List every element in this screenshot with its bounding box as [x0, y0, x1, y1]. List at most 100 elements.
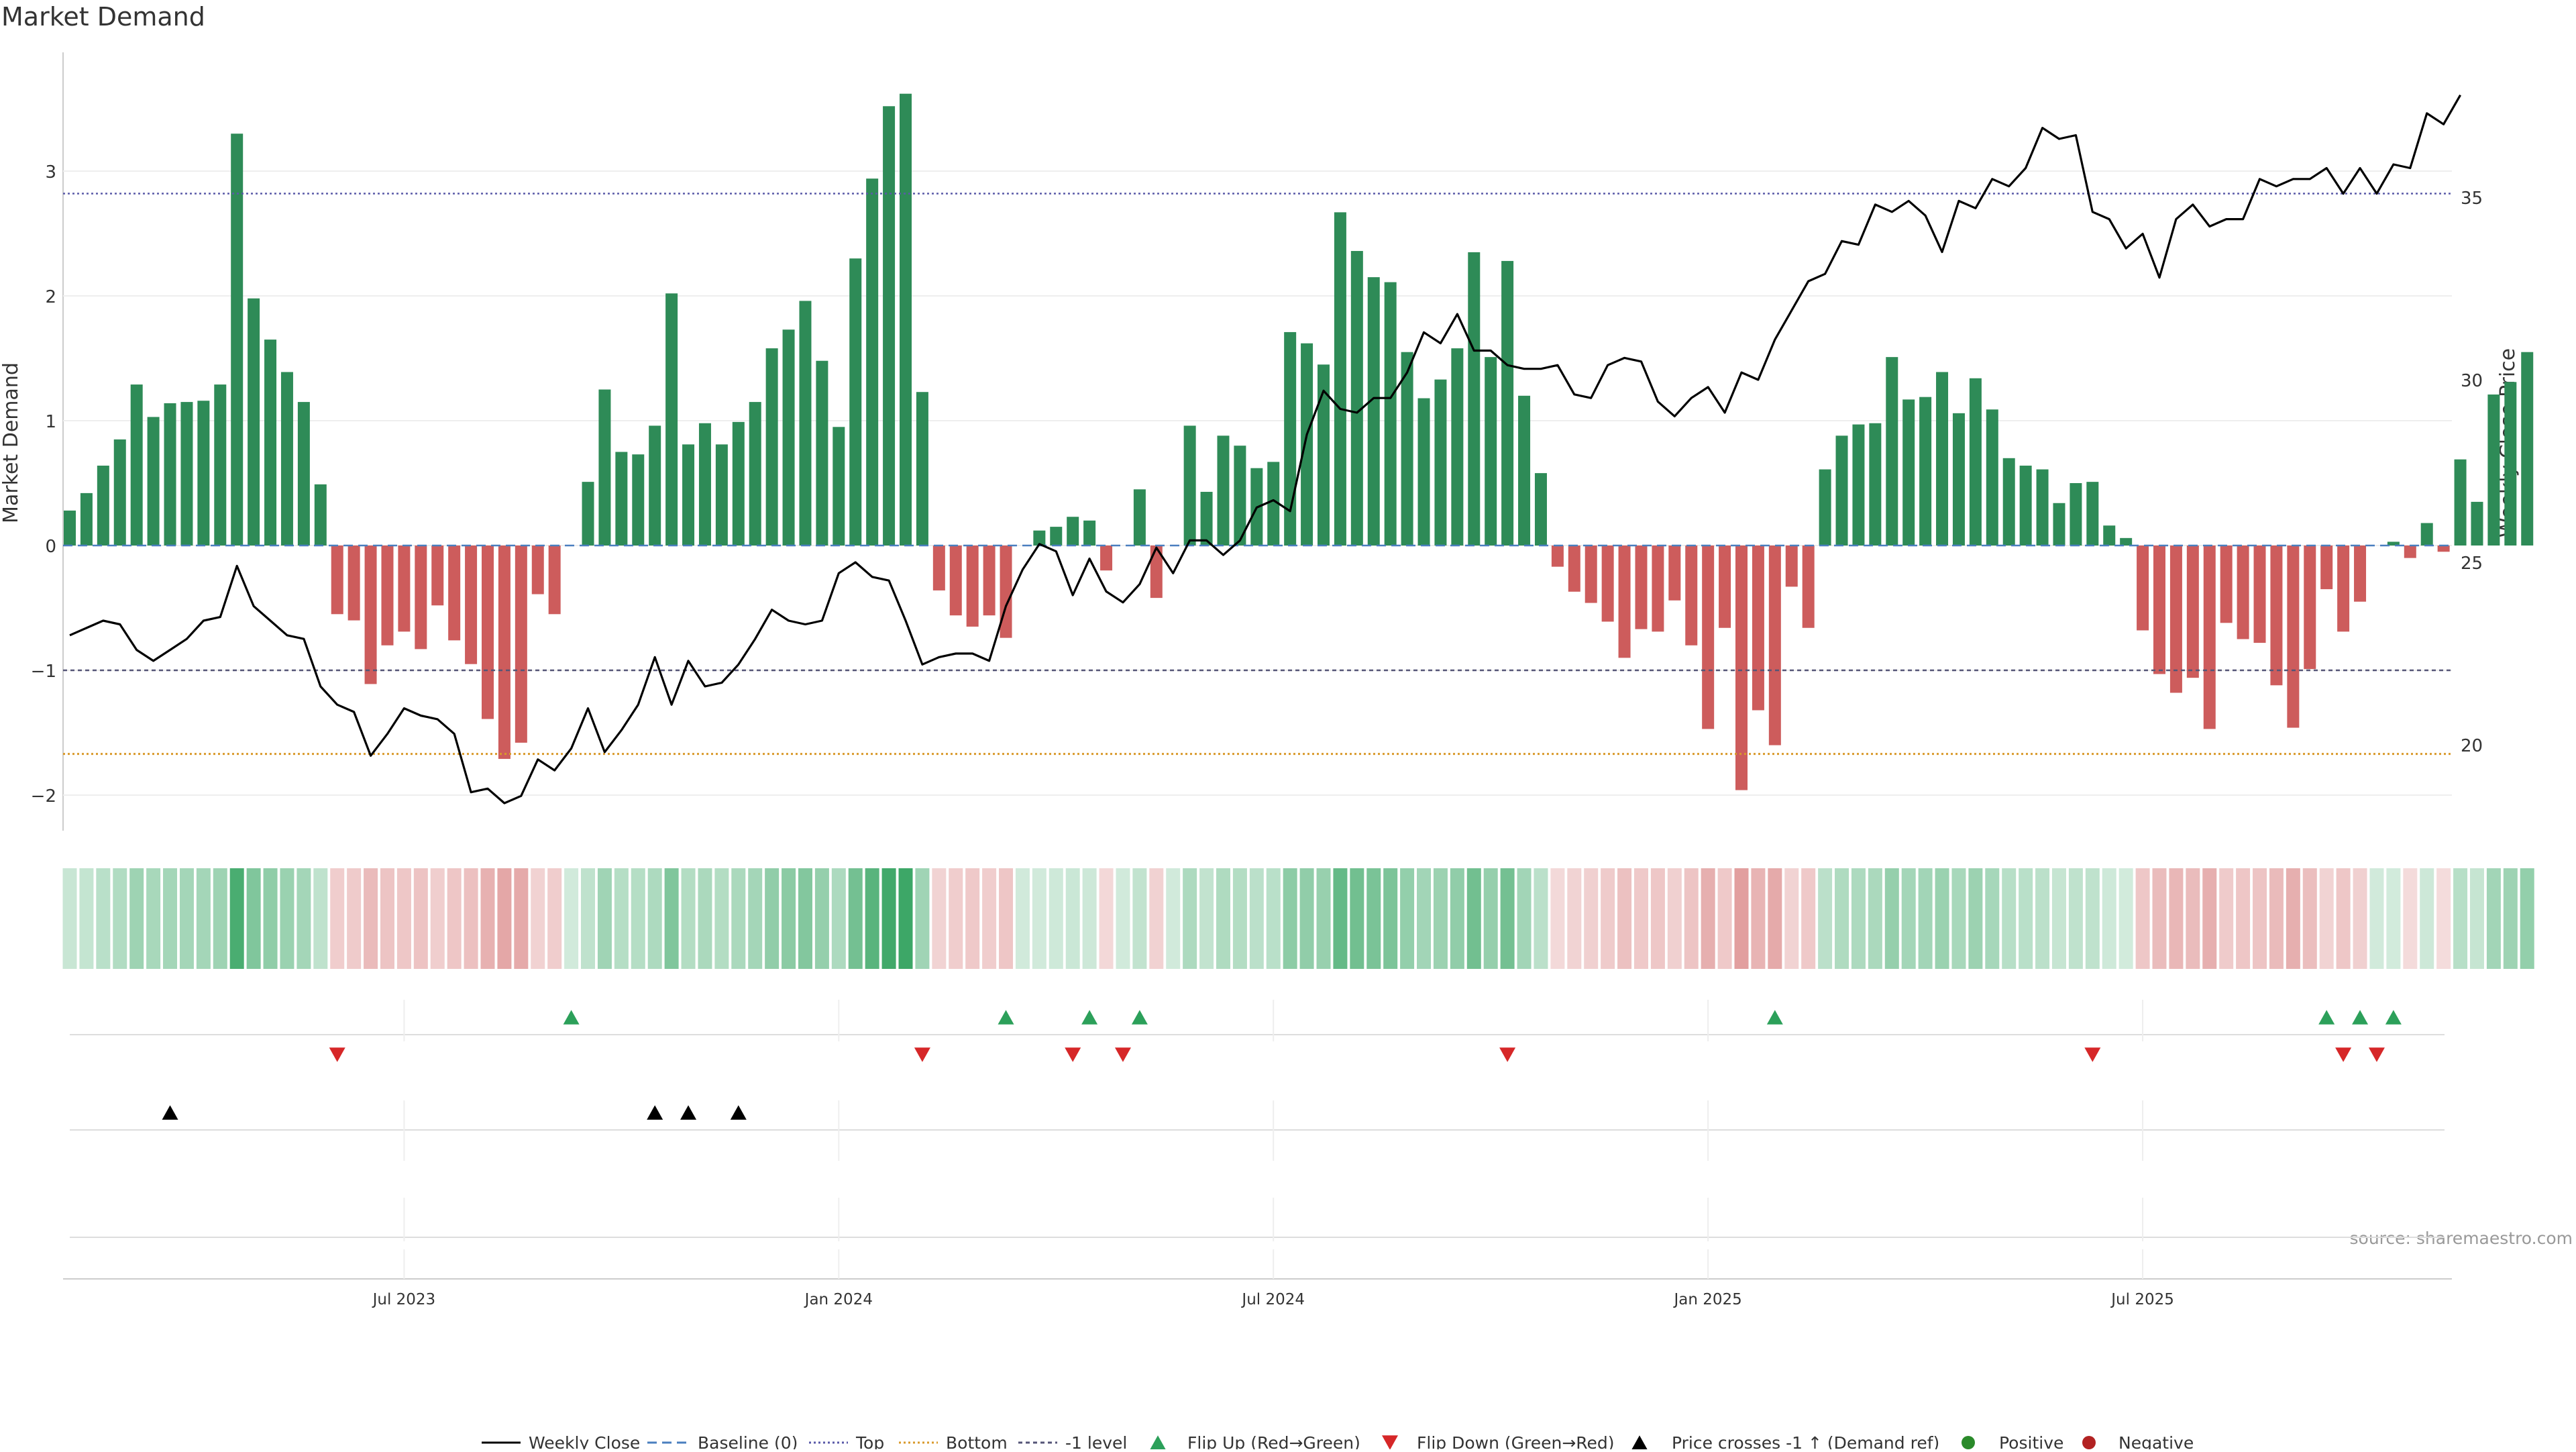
demand-bar-89 — [1551, 546, 1564, 567]
demand-bar-33 — [615, 452, 628, 546]
demand-bar-97 — [1685, 546, 1698, 645]
demand-bar-116 — [2002, 458, 2015, 546]
heat-cell-87 — [1517, 868, 1532, 969]
price-cross-marker-3 — [730, 1105, 747, 1120]
heat-cell-37 — [681, 868, 696, 969]
demand-bar-35 — [649, 425, 661, 546]
demand-bar-129 — [2220, 546, 2233, 623]
demand-bar-94 — [1635, 546, 1648, 629]
demand-bar-93 — [1618, 546, 1631, 658]
demand-bar-124 — [2137, 546, 2149, 631]
y-tick-4: 2 — [45, 287, 56, 307]
demand-bar-120 — [2070, 483, 2082, 546]
demand-bar-73 — [1284, 331, 1297, 546]
heat-cell-123 — [2118, 868, 2133, 969]
demand-bar-123 — [2120, 537, 2133, 546]
demand-bar-136 — [2337, 546, 2350, 632]
flip-up-marker-0 — [563, 1010, 580, 1025]
demand-bar-101 — [1752, 546, 1764, 711]
flip-up-marker-1 — [998, 1010, 1014, 1025]
heat-cell-106 — [1835, 868, 1849, 969]
heat-cell-43 — [782, 868, 796, 969]
flip-down-marker-1 — [914, 1047, 930, 1062]
demand-bar-34 — [632, 454, 645, 546]
flip-up-marker-5 — [2318, 1010, 2335, 1025]
heat-cell-41 — [748, 868, 763, 969]
demand-bar-50 — [900, 93, 912, 546]
heat-cell-24 — [464, 868, 478, 969]
heat-cell-58 — [1032, 868, 1046, 969]
heat-cell-116 — [2002, 868, 2017, 969]
heat-cell-6 — [163, 868, 178, 969]
heat-cell-137 — [2353, 868, 2367, 969]
flip-down-marker-3 — [1114, 1047, 1131, 1062]
demand-bar-31 — [582, 482, 594, 546]
y2-tick-2: 30 — [2461, 371, 2483, 391]
heat-cell-79 — [1383, 868, 1398, 969]
heat-cell-62 — [1099, 868, 1114, 969]
demand-bar-145 — [2487, 394, 2500, 546]
heat-cell-84 — [1466, 868, 1481, 969]
heat-cell-47 — [848, 868, 863, 969]
demand-bar-74 — [1301, 343, 1313, 546]
heat-cell-128 — [2202, 868, 2217, 969]
demand-bar-10 — [231, 134, 244, 546]
heat-cell-7 — [179, 868, 194, 969]
heat-cell-63 — [1116, 868, 1130, 969]
y-tick-5: 3 — [45, 162, 56, 183]
demand-bar-98 — [1702, 546, 1715, 729]
legend-label-9: Negative — [2118, 1433, 2194, 1449]
demand-bar-9 — [214, 384, 227, 546]
demand-bar-106 — [1835, 435, 1848, 546]
heat-cell-11 — [246, 868, 261, 969]
demand-bar-49 — [883, 106, 896, 546]
heat-cell-113 — [1951, 868, 1966, 969]
legend-label-6: Flip Down (Green→Red) — [1417, 1433, 1615, 1449]
demand-bar-24 — [465, 546, 478, 664]
heat-cell-114 — [1968, 868, 1983, 969]
y-tick-1: −1 — [31, 662, 56, 682]
demand-bar-39 — [715, 444, 728, 546]
demand-bar-4 — [130, 384, 143, 546]
heat-cell-49 — [881, 868, 896, 969]
demand-bar-27 — [515, 546, 527, 743]
heat-cell-64 — [1132, 868, 1147, 969]
demand-bar-0 — [64, 510, 76, 546]
flip-down-marker-6 — [2335, 1047, 2352, 1062]
y-tick-2: 0 — [45, 537, 56, 557]
demand-bar-1 — [80, 492, 93, 546]
demand-bar-103 — [1785, 546, 1798, 587]
demand-bar-46 — [833, 427, 845, 546]
heat-cell-78 — [1366, 868, 1381, 969]
heat-cell-0 — [62, 868, 77, 969]
demand-bar-16 — [331, 546, 343, 615]
demand-bar-37 — [682, 444, 695, 546]
heat-cell-18 — [364, 868, 378, 969]
heat-cell-4 — [129, 868, 144, 969]
demand-bar-91 — [1585, 546, 1597, 603]
demand-bar-132 — [2270, 546, 2283, 686]
heat-cell-15 — [313, 868, 328, 969]
heat-cell-32 — [597, 868, 612, 969]
legend-label-0: Weekly Close — [529, 1433, 640, 1449]
heat-cell-131 — [2253, 868, 2267, 969]
heat-cell-54 — [965, 868, 980, 969]
demand-bar-70 — [1234, 446, 1246, 546]
demand-bar-2 — [97, 465, 109, 546]
demand-bar-112 — [1936, 372, 1949, 546]
heat-cell-35 — [647, 868, 662, 969]
demand-bar-84 — [1468, 252, 1481, 546]
demand-bar-87 — [1518, 395, 1531, 546]
heat-cell-93 — [1617, 868, 1632, 969]
legend-label-4: -1 level — [1065, 1433, 1127, 1449]
legend-label-8: Positive — [1999, 1433, 2063, 1449]
heat-cell-42 — [765, 868, 780, 969]
demand-bar-15 — [314, 484, 327, 546]
demand-bar-68 — [1200, 492, 1213, 546]
demand-bar-139 — [2387, 541, 2400, 546]
heat-cell-107 — [1851, 868, 1866, 969]
heat-cell-57 — [1015, 868, 1030, 969]
heat-cell-117 — [2019, 868, 2033, 969]
